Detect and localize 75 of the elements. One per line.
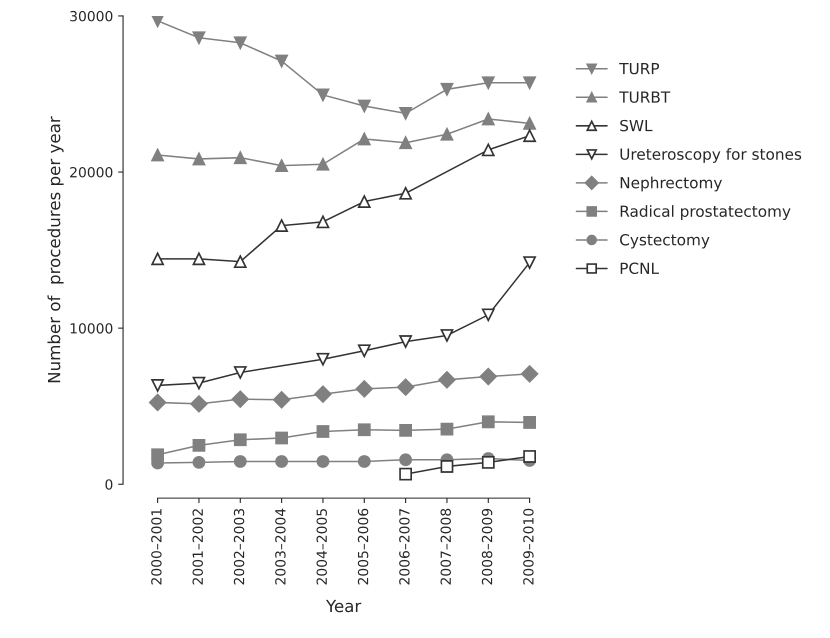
legend-label: TURP: [619, 62, 660, 74]
point: [316, 425, 330, 438]
point: [234, 36, 247, 50]
point: [440, 82, 454, 96]
point: [482, 415, 495, 428]
point: [482, 112, 495, 126]
point: [358, 423, 371, 436]
legend-label: Ureteroscopy for stones: [620, 148, 802, 163]
legend-label: PCNL: [620, 262, 659, 274]
x-tick-label: 2006–2007: [399, 509, 410, 584]
point: [523, 76, 536, 90]
x-tick-label: 2008–2009: [482, 508, 492, 584]
legend-label: SWL: [620, 120, 652, 132]
point: [358, 455, 371, 468]
point: [482, 308, 495, 322]
legend-label: Radical prostatectomy: [620, 205, 791, 220]
point: [192, 152, 206, 166]
point: [275, 54, 288, 68]
point: [192, 456, 206, 469]
y-axis-title: Number of procedures per year: [47, 116, 64, 382]
point: [275, 455, 288, 468]
point: [316, 158, 330, 171]
point: [192, 31, 206, 44]
point: [523, 129, 536, 142]
point: [316, 455, 330, 468]
point: [151, 16, 164, 28]
x-tick-label: 2003–2004: [275, 508, 286, 584]
x-tick-label: 2005–2006: [358, 508, 368, 584]
point: [482, 76, 495, 90]
point: [399, 468, 412, 480]
legend-label: Cystectomy: [620, 234, 710, 248]
point: [234, 151, 247, 164]
point: [190, 395, 208, 413]
point: [148, 394, 166, 412]
x-tick-label: 2002–2003: [234, 508, 244, 584]
point: [234, 433, 247, 446]
point: [399, 424, 412, 437]
point: [234, 455, 247, 468]
point: [480, 368, 497, 386]
point: [399, 136, 412, 150]
point: [314, 385, 332, 403]
x-tick-label: 2009–2010: [523, 508, 534, 584]
y-tick-label: 10000: [70, 323, 112, 334]
point: [272, 391, 290, 408]
point: [192, 438, 206, 452]
point: [440, 460, 454, 473]
point: [440, 128, 454, 141]
point: [356, 380, 373, 398]
point: [316, 88, 330, 102]
point: [396, 378, 414, 396]
point: [358, 100, 371, 112]
x-tick-label: 2001–2002: [192, 509, 203, 584]
x-axis-title: Year: [326, 600, 362, 612]
point: [151, 148, 164, 162]
point: [358, 132, 371, 146]
legend-label: TURBT: [619, 91, 670, 103]
point: [523, 416, 536, 429]
point: [520, 365, 538, 383]
point: [232, 390, 249, 408]
x-tick-label: 2007–2008: [440, 508, 451, 584]
point: [275, 159, 288, 172]
point: [523, 450, 536, 463]
point: [399, 106, 412, 120]
point: [440, 422, 454, 436]
y-tick-label: 0: [105, 479, 112, 490]
x-tick-label: 2004–2005: [316, 509, 327, 584]
point: [523, 116, 536, 130]
y-tick-label: 30000: [70, 10, 112, 22]
x-tick-label: 2000–2001: [151, 509, 162, 584]
point: [275, 432, 288, 444]
legend-label: Nephrectomy: [620, 176, 722, 192]
point: [438, 371, 456, 389]
y-tick-label: 20000: [70, 167, 112, 178]
point: [482, 456, 495, 469]
point: [399, 453, 412, 466]
